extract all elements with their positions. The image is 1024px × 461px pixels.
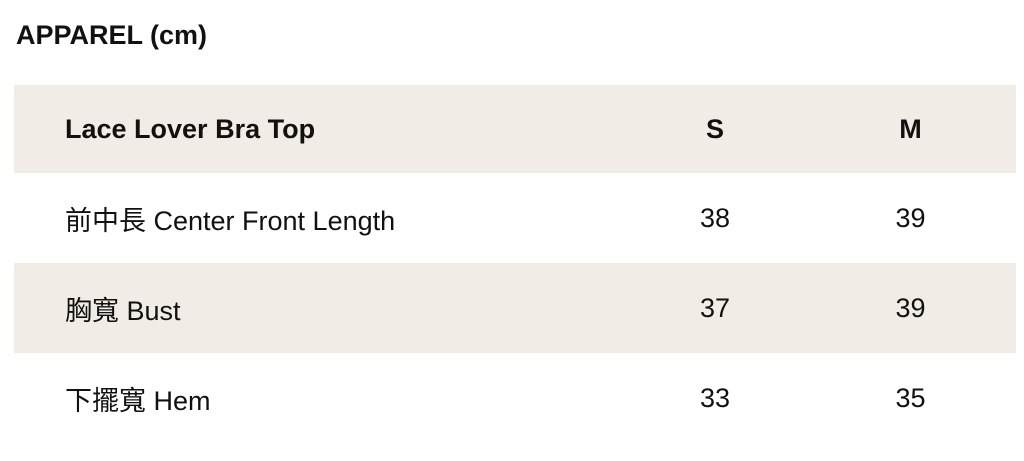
value-s: 33 bbox=[699, 382, 731, 413]
table-header-row: Lace Lover Bra Top S M bbox=[14, 85, 1016, 173]
table-row: 前中長 Center Front Length 38 39 bbox=[14, 173, 1016, 263]
size-header-m: M bbox=[899, 113, 922, 144]
product-name: Lace Lover Bra Top bbox=[65, 113, 316, 144]
value-m: 35 bbox=[895, 382, 926, 413]
row-label: 胸寬 Bust bbox=[65, 295, 181, 326]
page-title: APPAREL (cm) bbox=[16, 20, 208, 50]
size-chart-table: Lace Lover Bra Top S M 前中長 Center Front … bbox=[14, 85, 1016, 443]
value-s: 37 bbox=[699, 292, 731, 323]
table-row: 胸寬 Bust 37 39 bbox=[14, 263, 1016, 353]
table-row: 下擺寬 Hem 33 35 bbox=[14, 353, 1016, 443]
size-header-s: S bbox=[705, 113, 724, 144]
value-m: 39 bbox=[895, 292, 926, 323]
row-label: 前中長 Center Front Length bbox=[65, 205, 396, 236]
value-s: 38 bbox=[699, 202, 731, 233]
row-label: 下擺寬 Hem bbox=[65, 385, 211, 416]
value-m: 39 bbox=[895, 202, 926, 233]
